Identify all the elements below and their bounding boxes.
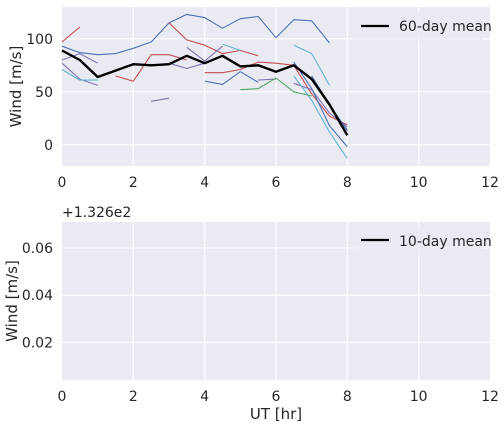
daily-series-line <box>293 75 348 159</box>
x-tick-label: 10 <box>410 175 428 191</box>
daily-series-line <box>293 61 348 148</box>
bottom-legend-box <box>353 227 483 256</box>
daily-series-line <box>61 26 81 43</box>
daily-series-line <box>204 71 259 85</box>
bottom-y-axis-label: Wind [m/s] <box>3 260 21 342</box>
bottom-legend-label: 10-day mean <box>399 234 492 250</box>
top-x-tick-labels: 0 2 4 6 8 10 12 <box>58 175 499 191</box>
x-tick-label: 2 <box>129 389 138 405</box>
bottom-x-tick-labels: 0 2 4 6 8 10 12 <box>58 389 499 405</box>
daily-series-line <box>204 61 348 126</box>
daily-series-line <box>61 69 98 81</box>
bottom-x-axis-label: UT [hr] <box>250 405 302 423</box>
daily-series-line <box>61 62 98 86</box>
daily-series-line <box>61 13 330 56</box>
mean-series-line <box>61 49 349 136</box>
top-grid <box>62 7 490 166</box>
x-tick-label: 12 <box>481 389 499 405</box>
x-tick-label: 4 <box>200 389 209 405</box>
y-tick-label: 0.06 <box>22 241 53 257</box>
daily-series-line <box>151 97 170 102</box>
x-tick-label: 6 <box>272 175 281 191</box>
daily-series-line <box>222 43 241 52</box>
x-tick-label: 6 <box>272 389 281 405</box>
bottom-legend: 10-day mean <box>353 227 492 256</box>
y-tick-label: 0.04 <box>22 288 53 304</box>
y-tick-label: 100 <box>26 32 53 48</box>
y-tick-label: 0.02 <box>22 335 53 351</box>
x-tick-label: 4 <box>200 175 209 191</box>
top-legend: 60-day mean <box>352 12 492 41</box>
daily-series-line <box>293 44 330 86</box>
top-legend-box <box>352 12 483 41</box>
daily-series-line <box>168 62 205 70</box>
daily-series-line <box>168 22 259 57</box>
x-tick-label: 8 <box>343 389 352 405</box>
x-tick-label: 8 <box>343 175 352 191</box>
top-y-tick-labels: 0 50 100 <box>26 32 53 154</box>
x-tick-label: 2 <box>129 175 138 191</box>
top-y-axis-label: Wind [m/s] <box>7 46 25 128</box>
x-tick-label: 12 <box>481 175 499 191</box>
daily-series-line <box>186 45 223 62</box>
y-tick-label: 0 <box>44 138 53 154</box>
bottom-y-tick-labels: 0.02 0.04 0.06 <box>22 241 53 351</box>
top-series-group <box>61 13 349 159</box>
daily-series-line <box>61 53 98 64</box>
top-legend-label: 60-day mean <box>399 19 492 35</box>
bottom-offset-text: +1.326e2 <box>62 205 131 221</box>
x-tick-label: 10 <box>410 389 428 405</box>
daily-series-line <box>240 77 312 97</box>
daily-series-line <box>115 54 187 82</box>
x-tick-label: 0 <box>58 175 67 191</box>
y-tick-label: 50 <box>35 85 53 101</box>
bottom-panel: +1.326e2 0 2 4 6 8 10 12 0.02 0.04 0.06 Wind [m/… <box>3 205 499 423</box>
top-panel: 0 2 4 6 8 10 12 0 50 100 Wind [m/s] 60-day mean <box>7 7 499 191</box>
x-tick-label: 0 <box>58 389 67 405</box>
